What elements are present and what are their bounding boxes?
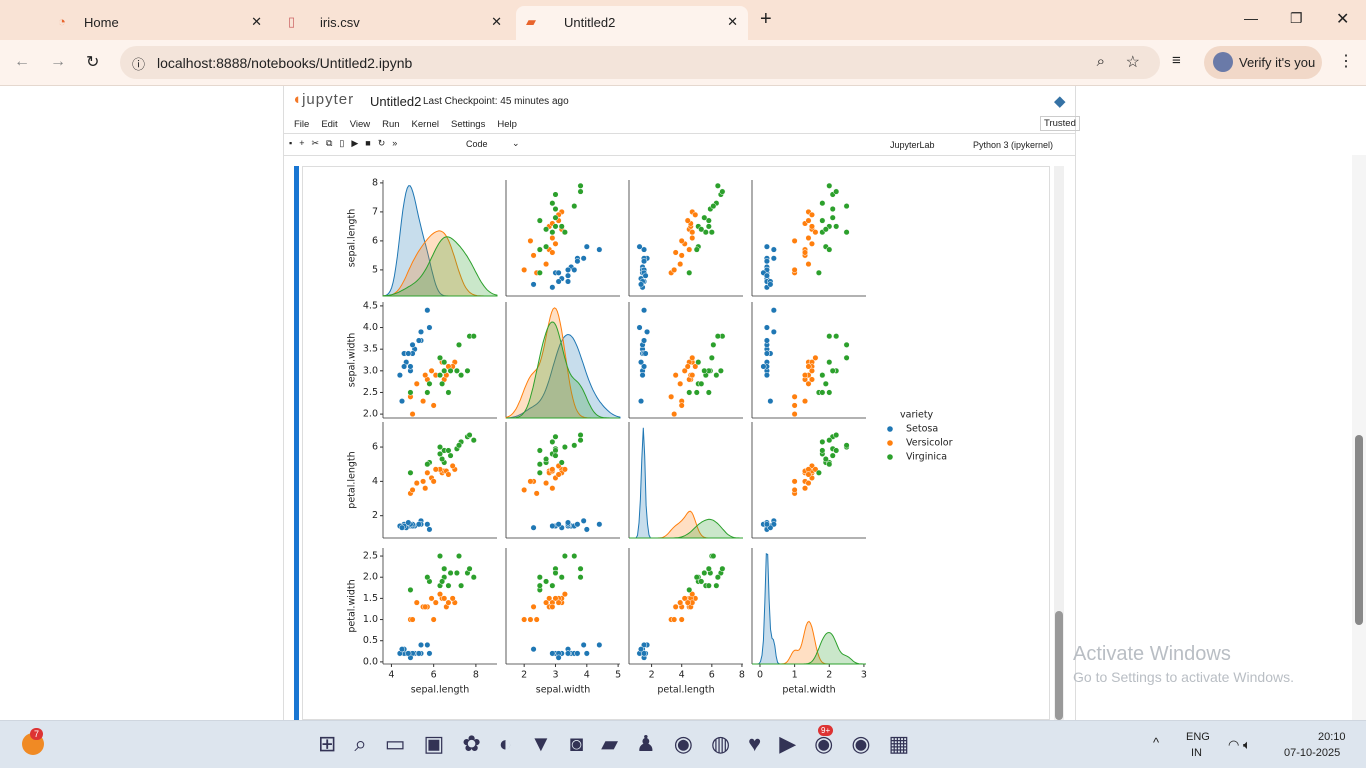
reload[interactable]: ↻: [86, 54, 100, 71]
tray[interactable]: ^: [1153, 735, 1160, 750]
menu-item[interactable]: Edit: [321, 119, 338, 130]
menu-item[interactable]: Help: [497, 119, 517, 130]
forward[interactable]: →: [50, 53, 66, 70]
app-icons[interactable]: ⊞⌕▭▣✿◐▼◙▰♟◉◍♥▶◉◉▦: [318, 731, 928, 756]
menu-bar: File Edit View Run Kernel Settings Help: [294, 119, 529, 130]
tab-icon: ▰: [526, 14, 536, 29]
trusted: Trusted: [1040, 116, 1080, 131]
url: localhost:8888/notebooks/Untitled2.ipynb: [157, 55, 413, 71]
notebook: ◖jupyter Untitled2 Last Checkpoint: 45 m…: [283, 86, 1080, 720]
watermark-title: Activate Windows: [1073, 643, 1231, 665]
bookmark[interactable]: ☆: [1125, 54, 1140, 71]
watermark-text: Go to Settings to activate Windows.: [1073, 669, 1294, 685]
jupyter-logo: ◖jupyter: [292, 91, 355, 108]
new-tab[interactable]: +: [760, 8, 772, 30]
date: 07-10-2025: [1284, 747, 1341, 759]
avatar: [1213, 52, 1233, 72]
menu-item[interactable]: View: [349, 119, 371, 130]
lang: ENG: [1186, 731, 1210, 743]
checkpoint: Last Checkpoint: 45 minutes ago: [423, 96, 569, 107]
output-scroll: [1054, 166, 1064, 720]
tab-icon: ▯: [288, 14, 296, 29]
tab-active[interactable]: Untitled2 ▰ ✕: [516, 6, 748, 40]
tab-strip: Home ◔ ✕ iris.csv ▯ ✕ Untitled2 ▰ ✕ + — ❐ ✕: [0, 0, 1366, 40]
profile[interactable]: Verify it's you: [1204, 46, 1322, 79]
site-info: ⓘ: [132, 57, 146, 72]
watermark: Activate Windows Go to Settings to activa…: [1073, 643, 1294, 685]
profile-text: Verify it's you: [1239, 55, 1316, 70]
address-bar[interactable]: ⓘ localhost:8888/notebooks/Untitled2.ipy…: [120, 46, 1160, 79]
divider: [284, 155, 1075, 156]
cell-toolbar: ▪+✂⧉▯▶■↻»: [289, 138, 405, 148]
more[interactable]: ⋮: [1338, 53, 1354, 70]
minimize[interactable]: —: [1244, 10, 1258, 26]
thumb: [1055, 611, 1063, 720]
close[interactable]: ✕: [1336, 11, 1350, 28]
output-area: [302, 166, 1050, 720]
tab-close[interactable]: ✕: [491, 14, 502, 29]
menu-item[interactable]: Run: [382, 119, 400, 130]
tab[interactable]: Home ◔ ✕: [36, 6, 272, 40]
network[interactable]: ◠ 🔈︎: [1228, 737, 1251, 752]
logo-text: jupyter: [302, 91, 355, 108]
kernel[interactable]: Python 3 (ipykernel): [973, 140, 1054, 150]
toolbar: ← → ↻ ⓘ localhost:8888/notebooks/Untitle…: [0, 40, 1366, 86]
tab-title: iris.csv: [320, 15, 360, 30]
badge: 9+: [818, 725, 834, 736]
tab-close[interactable]: ✕: [727, 14, 738, 29]
time: 20:10: [1318, 731, 1346, 743]
thumb: [1355, 435, 1363, 625]
divider: [284, 133, 1075, 134]
tab-icon: ◔: [58, 14, 66, 29]
tab-close[interactable]: ✕: [251, 14, 262, 29]
media[interactable]: ≡: [1172, 52, 1181, 69]
tab-title: Untitled2: [564, 15, 616, 30]
menu-item[interactable]: Kernel: [411, 119, 440, 130]
restore[interactable]: ❐: [1290, 10, 1303, 26]
notebook-name[interactable]: Untitled2: [370, 94, 422, 109]
dropdown[interactable]: ⌄: [512, 138, 520, 148]
region: IN: [1191, 747, 1202, 759]
tab[interactable]: iris.csv ▯ ✕: [272, 6, 512, 40]
back[interactable]: ←: [14, 53, 30, 70]
badge: 7: [30, 728, 44, 740]
menu-item[interactable]: File: [294, 119, 310, 130]
zoom[interactable]: ⌕: [1096, 53, 1105, 70]
cell-type[interactable]: Code: [466, 139, 488, 149]
menu-item[interactable]: Settings: [451, 119, 486, 130]
jupyterlab-link[interactable]: JupyterLab: [890, 140, 935, 150]
python-logo: ◆: [1054, 93, 1066, 110]
page-scroll: [1352, 155, 1366, 720]
taskbar: 7 ⊞⌕▭▣✿◐▼◙▰♟◉◍♥▶◉◉▦ 9+ ^ ENG IN ◠ 🔈︎ 20:…: [0, 720, 1366, 768]
cell-marker: [294, 166, 299, 720]
tab-title: Home: [84, 15, 119, 30]
